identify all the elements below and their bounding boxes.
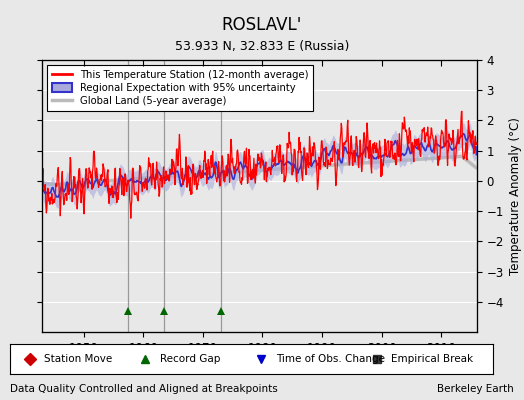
Text: Data Quality Controlled and Aligned at Breakpoints: Data Quality Controlled and Aligned at B… bbox=[10, 384, 278, 394]
Text: 53.933 N, 32.833 E (Russia): 53.933 N, 32.833 E (Russia) bbox=[175, 40, 349, 53]
Text: Time of Obs. Change: Time of Obs. Change bbox=[276, 354, 385, 364]
Y-axis label: Temperature Anomaly (°C): Temperature Anomaly (°C) bbox=[509, 117, 522, 275]
Text: Station Move: Station Move bbox=[44, 354, 113, 364]
Text: Berkeley Earth: Berkeley Earth bbox=[437, 384, 514, 394]
Legend: This Temperature Station (12-month average), Regional Expectation with 95% uncer: This Temperature Station (12-month avera… bbox=[47, 65, 313, 111]
Text: Record Gap: Record Gap bbox=[160, 354, 220, 364]
Text: Empirical Break: Empirical Break bbox=[391, 354, 474, 364]
Text: ROSLAVL': ROSLAVL' bbox=[222, 16, 302, 34]
